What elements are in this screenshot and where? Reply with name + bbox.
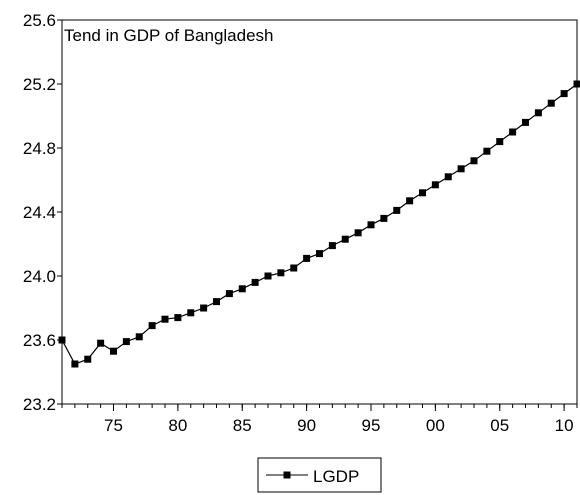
- data-point: [238, 285, 246, 293]
- data-point: [380, 214, 388, 222]
- plot-frame: [61, 19, 578, 405]
- legend-label-lgdp: LGDP: [313, 467, 359, 486]
- data-point: [316, 250, 323, 258]
- data-point: [97, 339, 105, 347]
- y-axis: 23.2 23.6 24.0 24.4 24.8 25.2 25.6: [23, 11, 62, 414]
- data-point: [496, 138, 504, 146]
- data-point: [161, 315, 169, 323]
- data-point: [522, 118, 529, 126]
- y-tick-label: 25.2: [23, 75, 56, 94]
- legend: LGDP: [257, 457, 382, 493]
- data-point: [573, 80, 580, 88]
- x-tick-label: 95: [362, 416, 381, 435]
- axes: [61, 19, 578, 405]
- x-tick-label: 10: [555, 416, 574, 435]
- data-point: [328, 242, 336, 250]
- data-point: [354, 229, 362, 237]
- data-point: [457, 165, 465, 173]
- data-point: [110, 347, 117, 355]
- data-point: [431, 181, 439, 189]
- data-point: [71, 360, 79, 368]
- data-point: [509, 128, 517, 136]
- data-point: [264, 272, 272, 280]
- data-point: [560, 90, 568, 98]
- x-tick-label: 00: [426, 416, 445, 435]
- data-point: [367, 221, 375, 229]
- data-point: [58, 336, 66, 344]
- data-point: [187, 309, 195, 317]
- data-point: [483, 147, 491, 155]
- chart-title: Tend in GDP of Bangladesh: [64, 26, 274, 45]
- data-point: [547, 99, 555, 107]
- data-point: [148, 322, 156, 330]
- data-point: [444, 173, 452, 181]
- data-point: [303, 254, 311, 262]
- data-point: [135, 333, 143, 341]
- x-tick-label: 80: [168, 416, 187, 435]
- y-tick-label: 24.0: [23, 267, 56, 286]
- x-tick-label: 75: [104, 416, 123, 435]
- x-axis: 75 80 85 90 95 00 05 10: [61, 404, 578, 435]
- y-tick-label: 25.6: [23, 11, 56, 30]
- data-point: [406, 197, 414, 205]
- data-point: [470, 157, 478, 165]
- legend-marker-sample: [283, 471, 291, 479]
- x-tick-label: 85: [233, 416, 252, 435]
- data-point: [122, 338, 130, 346]
- series-line: [61, 83, 578, 365]
- data-point: [84, 355, 92, 363]
- data-point: [213, 298, 220, 306]
- y-tick-label: 23.6: [23, 331, 56, 350]
- data-point: [393, 206, 401, 214]
- data-point: [277, 269, 285, 277]
- data-point: [174, 314, 182, 322]
- series-lgdp: [58, 80, 580, 368]
- y-tick-label: 24.4: [23, 203, 56, 222]
- data-point: [534, 109, 542, 117]
- y-tick-label: 24.8: [23, 139, 56, 158]
- data-point: [225, 290, 233, 298]
- data-point: [419, 189, 426, 197]
- data-point: [341, 235, 349, 243]
- x-tick-label: 90: [297, 416, 316, 435]
- y-tick-label: 23.2: [23, 395, 56, 414]
- data-point: [200, 304, 208, 312]
- x-tick-label: 05: [490, 416, 509, 435]
- data-point: [290, 264, 298, 272]
- data-point: [251, 278, 259, 286]
